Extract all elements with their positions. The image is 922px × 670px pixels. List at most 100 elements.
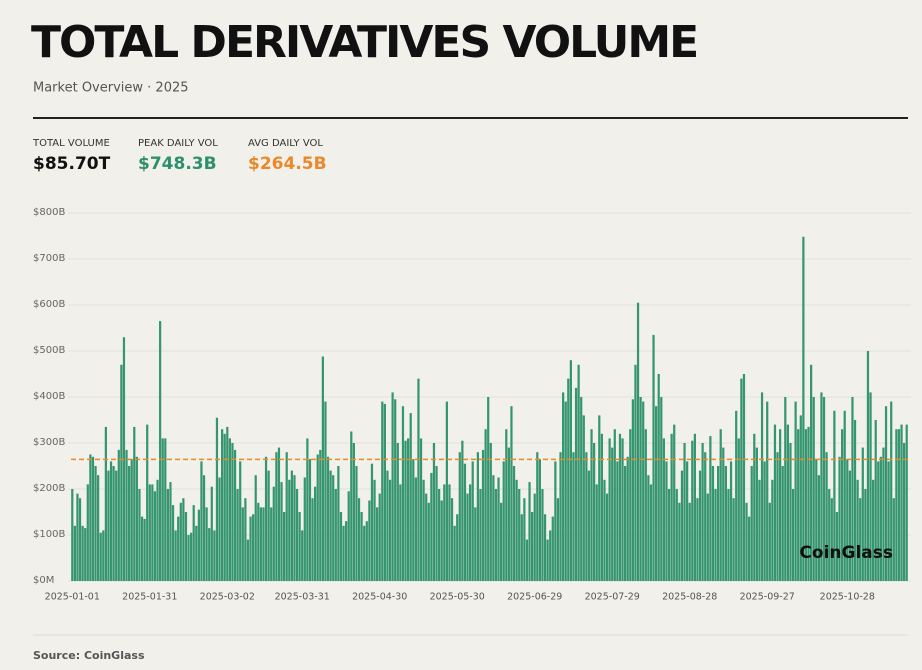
bar [407,438,410,581]
bar [686,461,689,581]
bar [872,479,875,581]
bar [365,521,368,581]
bar [236,489,239,581]
bar [368,500,371,581]
bar [489,443,492,581]
bar [773,424,777,581]
bar [732,498,735,581]
bar [776,452,779,581]
bar [807,426,810,581]
bar [835,512,839,581]
bar [332,475,335,581]
bar [293,475,296,581]
y-tick-label: $700B [33,253,65,264]
bar [342,525,345,581]
bar [567,378,570,581]
x-tick-label: 2025-09-27 [740,592,795,603]
bar [866,351,870,581]
bar [665,461,668,581]
bar [221,429,224,581]
bar [551,516,554,581]
bar [386,470,389,581]
stat-label: AVG DAILY VOL [248,138,323,149]
bar [143,518,146,581]
bar [851,397,854,581]
bar [262,507,265,581]
bar [895,429,898,581]
bar [564,401,567,581]
bar [290,470,293,581]
bar [554,461,557,581]
bar [99,532,102,581]
bar [810,364,813,581]
bar [381,401,384,581]
bar [334,489,337,581]
bar [515,479,518,581]
bar [443,484,446,581]
bar [481,449,485,581]
y-tick-label: $600B [33,299,65,310]
bar [285,452,288,581]
bar [419,438,423,581]
bar [321,356,324,581]
bar [797,429,800,581]
bar [525,539,529,581]
bar [649,484,653,581]
bar [897,429,901,581]
bar [642,401,645,581]
bar [882,447,885,581]
chart-title: TOTAL DERIVATIVES VOLUME [31,17,697,68]
bar [587,470,591,581]
bar [360,512,363,581]
bar [347,491,350,581]
bar [822,397,826,581]
bar [714,489,717,581]
bar [603,479,606,581]
bar [197,509,200,581]
bar [166,489,169,581]
bar [275,452,278,581]
bar [339,512,343,581]
bar [755,447,758,581]
bar [435,466,438,581]
bar [766,401,769,581]
bar [520,514,523,581]
bar [200,461,203,581]
stat-value: $85.70T [33,154,111,174]
bar [306,438,309,581]
bar [843,410,846,581]
bar [130,459,133,581]
bar [864,489,867,581]
bar [244,498,247,581]
bar [830,498,833,581]
bar [572,452,575,581]
chart-subtitle: Market Overview · 2025 [33,81,189,96]
bar [210,486,213,581]
bar [140,516,144,581]
bar [569,360,572,581]
bar [120,364,123,581]
stat-label: PEAK DAILY VOL [138,138,218,149]
bar [711,466,715,581]
bar [326,456,330,581]
bar [97,475,100,581]
bar [789,443,792,581]
bar [267,470,270,581]
bar [900,424,903,581]
bar [523,498,526,581]
bar [295,489,299,581]
bar [151,484,154,581]
bar [717,466,720,581]
bar [750,466,753,581]
bar [438,489,441,581]
bar [112,466,115,581]
bar [288,479,291,581]
bar [510,406,513,581]
bar [156,479,159,581]
bar [505,429,508,581]
bar [128,466,131,581]
bar [846,459,849,581]
